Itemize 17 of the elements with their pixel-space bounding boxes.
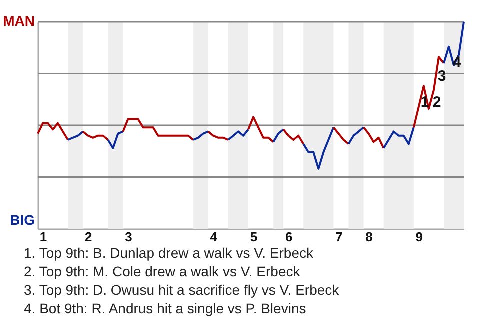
x-tick-label: 4 [210,230,218,244]
x-tick-label: 3 [125,230,132,244]
x-tick-label: 1 [40,230,48,244]
x-tick-label: 2 [85,230,92,244]
text: 3. Top 9th: D. Owusu hit a sacrifice fly vs V. Erbeck [24,282,340,298]
annotation: 2 [432,94,442,111]
x-tick-label: 8 [366,230,373,244]
x-tick-label: 6 [285,230,293,244]
text: MAN [3,13,35,29]
text: BIG [10,212,36,228]
x-tick-label: 9 [416,230,424,244]
x-tick-label: 5 [250,230,258,244]
x-tick-label: 7 [336,230,343,244]
annotation: 3 [438,68,446,85]
text: 2. Top 9th: M. Cole drew a walk vs V. Erbeck [24,264,302,280]
text: 4. Bot 9th: R. Andrus hit a single vs P. Blevins [24,300,306,316]
text: 1. Top 9th: B. Dunlap drew a walk vs V. Erbeck [24,245,314,261]
